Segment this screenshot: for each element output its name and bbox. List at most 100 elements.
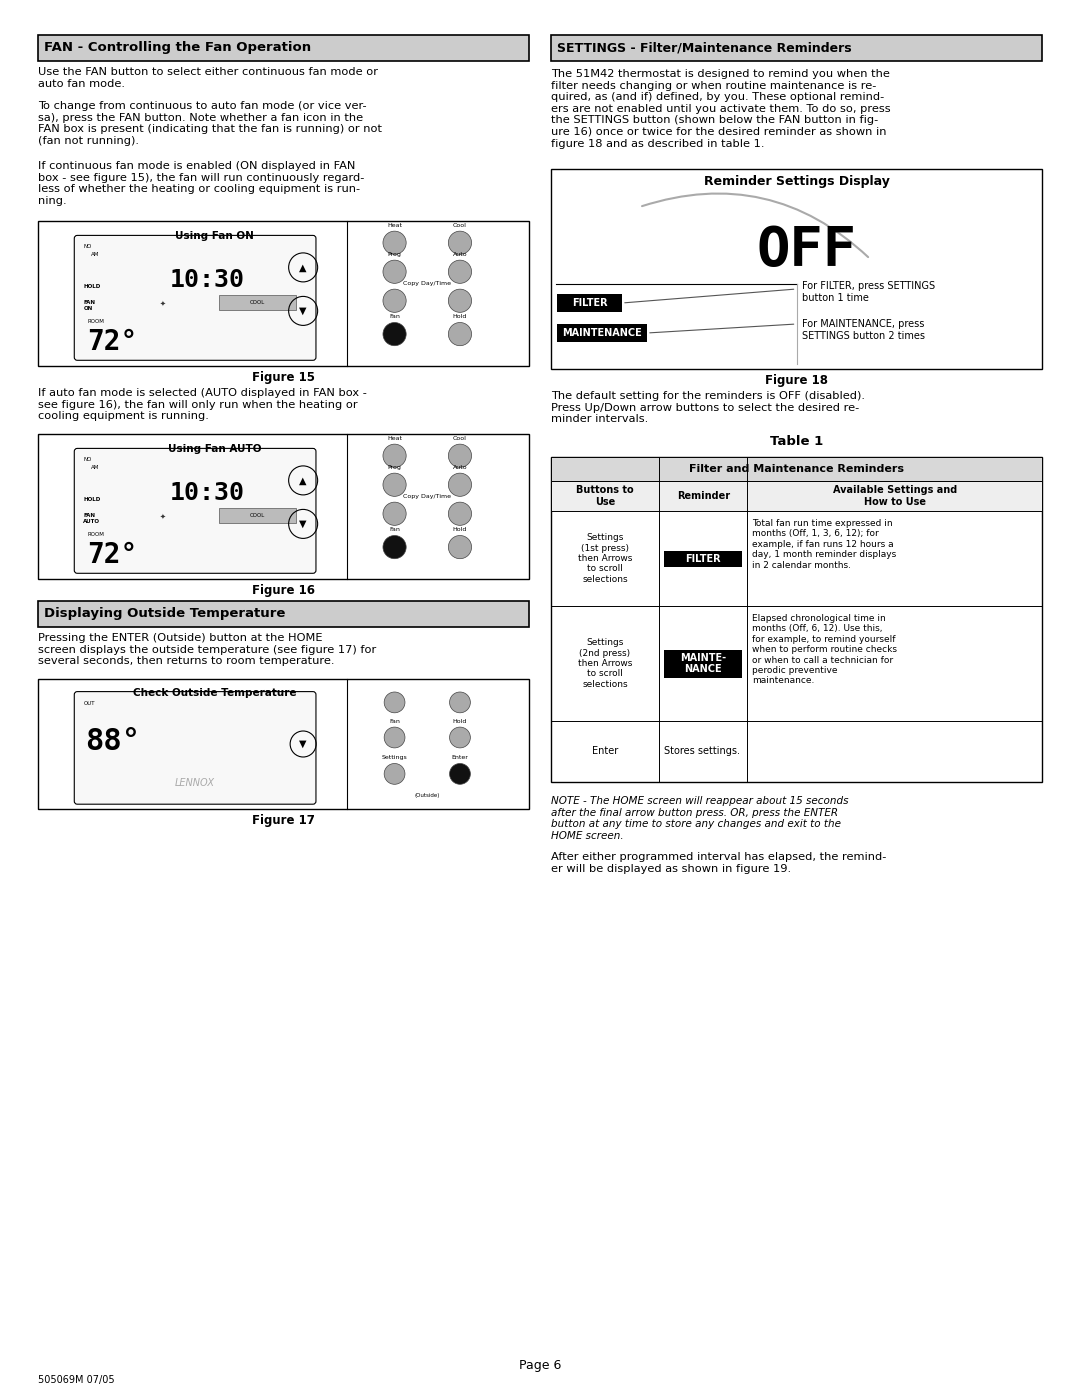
- Text: Filter and Maintenance Reminders: Filter and Maintenance Reminders: [689, 464, 904, 474]
- Circle shape: [383, 535, 406, 559]
- Text: The 51M42 thermostat is designed to remind you when the
filter needs changing or: The 51M42 thermostat is designed to remi…: [551, 68, 891, 148]
- Text: The default setting for the reminders is OFF (disabled).
Press Up/Down arrow but: The default setting for the reminders is…: [551, 391, 865, 425]
- Text: Copy Day/Time: Copy Day/Time: [403, 281, 451, 285]
- Text: Auto: Auto: [453, 465, 468, 469]
- Text: Hold: Hold: [453, 314, 468, 319]
- Text: Buttons to
Use: Buttons to Use: [577, 485, 634, 507]
- Text: Copy Day/Time: Copy Day/Time: [403, 493, 451, 499]
- Text: 10:30: 10:30: [170, 481, 244, 506]
- Circle shape: [383, 444, 406, 468]
- Text: If auto fan mode is selected (AUTO displayed in FAN box -
see figure 16), the fa: If auto fan mode is selected (AUTO displ…: [38, 388, 367, 422]
- Text: MAINTENANCE: MAINTENANCE: [562, 328, 642, 338]
- Bar: [551, 169, 1042, 369]
- Bar: [218, 296, 297, 310]
- Text: Fan: Fan: [389, 719, 400, 724]
- FancyBboxPatch shape: [75, 448, 316, 573]
- Text: 505069M 07/05: 505069M 07/05: [38, 1375, 114, 1384]
- Text: FAN
ON: FAN ON: [83, 300, 95, 312]
- Bar: [664, 650, 742, 678]
- Bar: [218, 509, 297, 522]
- Circle shape: [383, 474, 406, 496]
- Text: Enter: Enter: [592, 746, 618, 757]
- Circle shape: [383, 289, 406, 313]
- Text: Enter: Enter: [451, 756, 469, 760]
- Text: ✦: ✦: [160, 513, 165, 520]
- Text: ▼: ▼: [299, 518, 307, 529]
- Bar: [551, 457, 1042, 782]
- Text: ▼: ▼: [299, 739, 307, 749]
- Circle shape: [449, 692, 471, 712]
- Text: Figure 16: Figure 16: [252, 584, 315, 597]
- Text: OFF: OFF: [756, 224, 856, 277]
- Text: FAN - Controlling the Fan Operation: FAN - Controlling the Fan Operation: [44, 42, 311, 54]
- Text: NO: NO: [83, 244, 92, 250]
- Text: Check Outside Temperature: Check Outside Temperature: [133, 689, 297, 698]
- Text: Cool: Cool: [453, 436, 467, 440]
- Text: Total fan run time expressed in
months (Off, 1, 3, 6, 12); for
example, if fan r: Total fan run time expressed in months (…: [753, 520, 896, 570]
- Text: COOL: COOL: [249, 300, 266, 305]
- Text: Settings
(2nd press)
then Arrows
to scroll
selections: Settings (2nd press) then Arrows to scro…: [578, 638, 632, 689]
- FancyBboxPatch shape: [75, 236, 316, 360]
- Text: (Outside): (Outside): [415, 793, 440, 799]
- Bar: [557, 293, 622, 312]
- Text: Figure 15: Figure 15: [252, 372, 315, 384]
- Text: COOL: COOL: [249, 513, 266, 518]
- Text: Reminder Settings Display: Reminder Settings Display: [703, 175, 890, 189]
- Circle shape: [448, 502, 472, 525]
- Text: Hold: Hold: [453, 719, 468, 724]
- Circle shape: [448, 474, 472, 496]
- Text: Available Settings and
How to Use: Available Settings and How to Use: [833, 485, 957, 507]
- Text: HOLD: HOLD: [83, 284, 100, 289]
- Text: For FILTER, press SETTINGS
button 1 time: For FILTER, press SETTINGS button 1 time: [802, 281, 935, 303]
- Text: ▲: ▲: [299, 475, 307, 485]
- Text: Prog: Prog: [388, 251, 402, 257]
- Text: To change from continuous to auto fan mode (or vice ver-
sa), press the FAN butt: To change from continuous to auto fan mo…: [38, 101, 382, 145]
- Text: Fan: Fan: [389, 527, 400, 532]
- Text: Figure 18: Figure 18: [765, 374, 828, 387]
- Bar: [551, 481, 1042, 511]
- Text: FILTER: FILTER: [571, 298, 607, 307]
- Text: SETTINGS - Filter/Maintenance Reminders: SETTINGS - Filter/Maintenance Reminders: [557, 42, 852, 54]
- Text: HOLD: HOLD: [83, 496, 100, 502]
- Text: Table 1: Table 1: [770, 434, 823, 448]
- Bar: [38, 35, 529, 61]
- Circle shape: [383, 231, 406, 254]
- Bar: [38, 601, 529, 627]
- Text: AM: AM: [92, 253, 99, 257]
- Circle shape: [449, 764, 471, 784]
- Text: Using Fan ON: Using Fan ON: [175, 231, 254, 242]
- Text: Stores settings.: Stores settings.: [664, 746, 740, 757]
- Text: NOTE - The HOME screen will reappear about 15 seconds
after the final arrow butt: NOTE - The HOME screen will reappear abo…: [551, 796, 849, 841]
- Text: Pressing the ENTER (Outside) button at the HOME
screen displays the outside temp: Pressing the ENTER (Outside) button at t…: [38, 633, 376, 666]
- Circle shape: [448, 289, 472, 313]
- Text: Heat: Heat: [387, 436, 402, 440]
- Circle shape: [384, 764, 405, 784]
- Text: NO: NO: [83, 457, 92, 462]
- Text: For MAINTENANCE, press
SETTINGS button 2 times: For MAINTENANCE, press SETTINGS button 2…: [802, 319, 926, 341]
- Text: Use the FAN button to select either continuous fan mode or
auto fan mode.: Use the FAN button to select either cont…: [38, 67, 378, 88]
- Text: Heat: Heat: [387, 222, 402, 228]
- Text: Reminder: Reminder: [677, 490, 730, 502]
- Text: Settings
(1st press)
then Arrows
to scroll
selections: Settings (1st press) then Arrows to scro…: [578, 534, 632, 584]
- Circle shape: [448, 260, 472, 284]
- Text: FAN
AUTO: FAN AUTO: [83, 513, 100, 524]
- Text: ▼: ▼: [299, 306, 307, 316]
- Text: After either programmed interval has elapsed, the remind-
er will be displayed a: After either programmed interval has ela…: [551, 852, 887, 873]
- Text: If continuous fan mode is enabled (ON displayed in FAN
box - see figure 15), the: If continuous fan mode is enabled (ON di…: [38, 161, 364, 205]
- Circle shape: [383, 260, 406, 284]
- Text: 72°: 72°: [87, 541, 137, 569]
- Text: Figure 17: Figure 17: [252, 814, 315, 827]
- Circle shape: [384, 692, 405, 712]
- Text: ROOM: ROOM: [87, 320, 104, 324]
- Text: MAINTE-
NANCE: MAINTE- NANCE: [680, 652, 726, 675]
- Text: Hold: Hold: [453, 527, 468, 532]
- Bar: [557, 324, 647, 342]
- Text: Page 6: Page 6: [518, 1359, 562, 1372]
- Circle shape: [383, 502, 406, 525]
- Text: LENNOX: LENNOX: [175, 778, 215, 788]
- Text: 72°: 72°: [87, 327, 137, 356]
- Bar: [551, 457, 1042, 481]
- Text: 10:30: 10:30: [170, 268, 244, 292]
- Text: OUT: OUT: [83, 701, 95, 705]
- Text: Using Fan AUTO: Using Fan AUTO: [168, 444, 261, 454]
